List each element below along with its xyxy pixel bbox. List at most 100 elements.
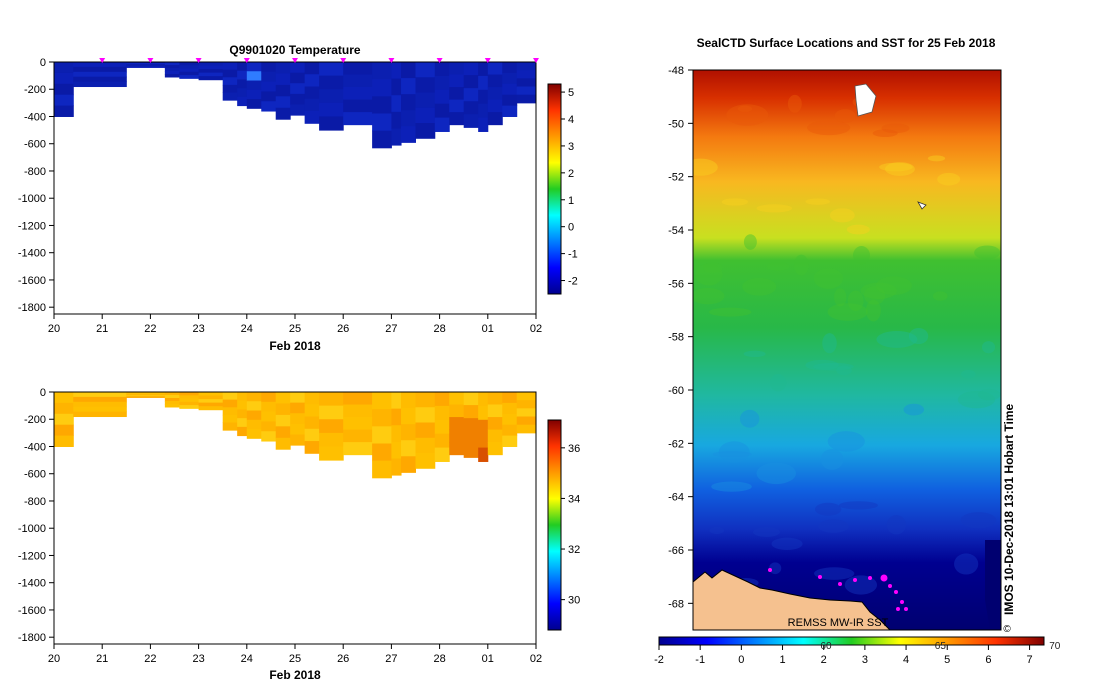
section-cell xyxy=(516,78,536,88)
section-cell xyxy=(487,112,503,126)
section-cell xyxy=(290,93,306,105)
lat-tick-label: -52 xyxy=(668,172,684,184)
section-cell xyxy=(198,399,224,404)
section-cell xyxy=(516,70,536,79)
section-cell xyxy=(487,99,503,113)
section-cell xyxy=(73,66,127,73)
section-cell xyxy=(164,403,180,408)
section-cell xyxy=(261,71,277,83)
temperature-axis-ticks: 20 21 22 23 24 25 26 27 28 01 02 0 -200 -400 -600 -800 -… xyxy=(18,57,542,335)
temperature-surface-markers xyxy=(99,58,539,63)
section-cell xyxy=(516,86,536,96)
section-cell xyxy=(54,105,74,117)
section-cell xyxy=(478,103,489,119)
section-cell xyxy=(126,66,166,68)
lat-tick-label: -54 xyxy=(668,225,684,237)
section-cell xyxy=(222,92,238,101)
section-cell xyxy=(415,123,436,139)
y-tick-label: -1200 xyxy=(18,220,46,232)
section-cell xyxy=(222,62,238,71)
section-cell xyxy=(343,62,373,76)
lat-tick-label: -62 xyxy=(668,438,684,450)
sst-blob xyxy=(814,567,855,580)
section-cell xyxy=(463,392,479,406)
section-cell xyxy=(319,75,344,90)
sst-mottling xyxy=(693,94,1001,595)
sst-blob xyxy=(726,104,769,126)
section-cell xyxy=(502,435,518,447)
section-cell xyxy=(54,424,74,437)
sst-blob xyxy=(853,246,870,265)
section-cell xyxy=(198,406,224,411)
section-cell xyxy=(290,434,306,446)
surface-marker xyxy=(243,58,250,63)
section-cell xyxy=(463,405,479,419)
sst-blob xyxy=(787,94,802,113)
sst-blob xyxy=(712,451,752,458)
section-cell xyxy=(275,96,291,109)
sst-fahrenheit-label: 60 xyxy=(820,641,832,652)
section-cell xyxy=(54,72,74,85)
section-cell xyxy=(126,396,166,398)
section-cell xyxy=(198,62,224,67)
section-cell xyxy=(261,431,277,442)
x-tick-label: 21 xyxy=(96,323,108,335)
section-cell xyxy=(73,406,127,413)
sst-colorbar-ticks: -2-10123456760657075 xyxy=(654,641,1061,666)
section-cell xyxy=(372,79,392,97)
section-cell xyxy=(463,101,479,115)
sst-blob xyxy=(769,562,782,575)
section-cell xyxy=(73,411,127,418)
section-cell xyxy=(246,89,262,100)
sst-blob xyxy=(847,290,864,311)
section-cell xyxy=(261,81,277,92)
section-cell xyxy=(179,75,200,79)
section-cell xyxy=(319,89,344,104)
section-cell xyxy=(290,423,306,435)
section-cell xyxy=(73,81,127,88)
surface-marker xyxy=(436,58,443,63)
colorbar-tick-label: -1 xyxy=(568,249,578,261)
temperature-panel: Q9901020 Temperature 20 21 22 23 24 25 26 27 28 0… xyxy=(18,43,578,353)
sst-blob xyxy=(807,120,851,136)
section-cell xyxy=(401,94,416,111)
section-cell xyxy=(478,419,489,435)
y-tick-label: -600 xyxy=(24,139,46,151)
colorbar-tick-label: 34 xyxy=(568,493,580,505)
section-cell xyxy=(164,70,180,75)
section-cell xyxy=(478,433,489,449)
sst-blob xyxy=(742,277,777,296)
section-cell xyxy=(237,62,248,72)
section-cell xyxy=(415,62,436,78)
surface-marker xyxy=(147,58,154,63)
x-tick-label: 22 xyxy=(144,653,156,665)
sst-blob xyxy=(829,208,855,223)
sst-blob xyxy=(739,409,760,428)
section-cell xyxy=(319,432,344,447)
section-cell xyxy=(516,408,536,418)
x-tick-label: 02 xyxy=(530,323,542,335)
section-cell xyxy=(372,62,392,80)
section-cell xyxy=(237,418,248,428)
x-tick-label: 26 xyxy=(337,323,349,335)
section-cell xyxy=(237,70,248,80)
section-cell xyxy=(164,62,180,66)
x-tick-label: 23 xyxy=(192,653,204,665)
temperature-colorbar-ticks: -2 -1 0 1 2 3 4 5 xyxy=(561,87,578,288)
section-cell xyxy=(478,117,489,132)
section-cell xyxy=(222,422,238,431)
section-cell xyxy=(434,103,450,119)
y-tick-label: -1600 xyxy=(18,605,46,617)
section-cell xyxy=(237,392,248,402)
section-cell xyxy=(222,407,238,416)
section-cell xyxy=(246,71,262,82)
sst-blob xyxy=(737,105,753,112)
colorbar-tick-label: 32 xyxy=(568,544,580,556)
section-cell xyxy=(401,392,416,409)
salinity-axis-ticks: 20 21 22 23 24 25 26 27 28 01 02 0 -200 -400 -600 -800 -… xyxy=(18,387,542,665)
x-tick-label: 20 xyxy=(48,323,60,335)
section-cell xyxy=(502,105,518,117)
section-cell xyxy=(54,413,74,426)
sst-colorbar-tick-label: 2 xyxy=(821,654,827,666)
section-cell xyxy=(415,107,436,124)
